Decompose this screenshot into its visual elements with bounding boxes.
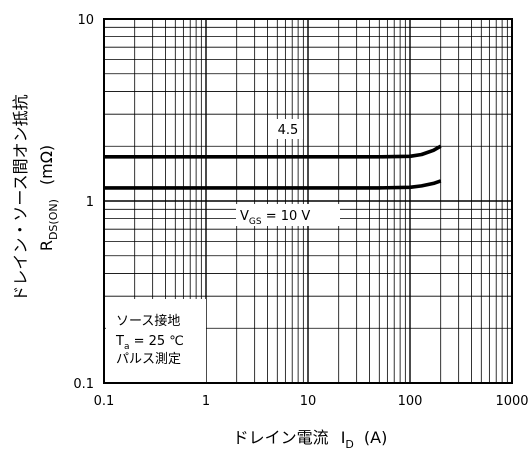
series-line-1: [104, 144, 442, 159]
condition-line-2: Ta = 25 ℃: [115, 334, 184, 352]
series-label-vgs-10: VGS = 10 V: [236, 204, 340, 227]
condition-line-1: ソース接地: [116, 313, 180, 329]
x-tick-label: 100: [398, 394, 423, 409]
y-tick-label: 0.1: [73, 377, 94, 392]
series-label-vgs-10-text: VGS = 10 V: [240, 209, 310, 227]
y-tick-label: 1: [86, 195, 94, 210]
y-axis-title-line-2: RDS(ON)(mΩ): [37, 145, 60, 251]
y-tick-label: 10: [77, 13, 94, 28]
tick-labels: 0.1 1 10 100 1000 0.1 1 10: [73, 13, 528, 409]
series-lines: [104, 144, 442, 190]
series-line-2: [104, 179, 442, 190]
x-axis-title: ドレイン電流 ID (A): [233, 428, 388, 450]
plot-frame: [103, 18, 513, 384]
conditions-box: ソース接地 Ta = 25 ℃ パルス測定: [106, 299, 206, 383]
grid: [104, 19, 512, 383]
x-tick-label: 0.1: [94, 394, 115, 409]
series-label-4-5: 4.5: [273, 119, 303, 139]
series-label-4-5-text: 4.5: [278, 123, 299, 138]
x-tick-label: 1: [202, 394, 210, 409]
condition-line-3: パルス測定: [116, 352, 181, 367]
x-tick-label: 1000: [495, 394, 528, 409]
y-axis-title-line-1: ドレイン・ソース間オン抵抗: [11, 94, 30, 301]
x-tick-label: 10: [300, 394, 317, 409]
